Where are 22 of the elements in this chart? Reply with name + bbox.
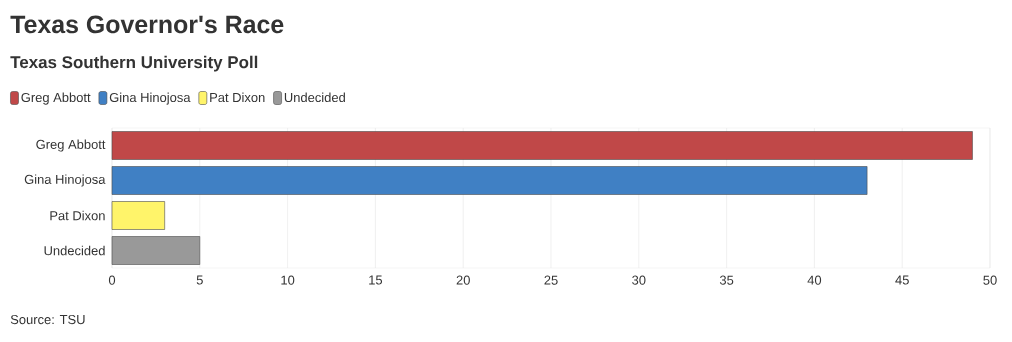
x-tick-label: 15 [369,275,383,285]
x-tick-label: 5 [196,275,203,285]
x-tick-label: 0 [108,275,116,285]
y-tick-label: Pat Dixon [50,210,105,221]
legend-label: Pat Dixon [210,92,265,103]
x-tick-label: 40 [807,275,822,285]
chart-subtitle: Texas Southern University Poll [10,55,258,72]
x-tick-label: 50 [983,275,997,285]
legend-label: Gina Hinojosa [109,92,191,105]
legend-label: Undecided [284,92,345,103]
y-tick-label: Greg Abbott [36,139,106,152]
x-tick-label: 10 [281,275,295,285]
y-tick-label: Gina Hinojosa [24,174,106,187]
chart-title: Texas Governor's Race [10,15,284,34]
x-tick-label: 30 [632,275,646,285]
x-tick-label: 45 [895,275,909,285]
y-tick-label: Undecided [44,245,105,256]
legend-label: Greg Abbott [21,92,91,105]
source-note: Source: TSU [10,314,85,325]
x-tick-label: 20 [456,275,470,285]
x-tick-label: 35 [719,275,734,285]
x-tick-label: 25 [544,275,558,285]
